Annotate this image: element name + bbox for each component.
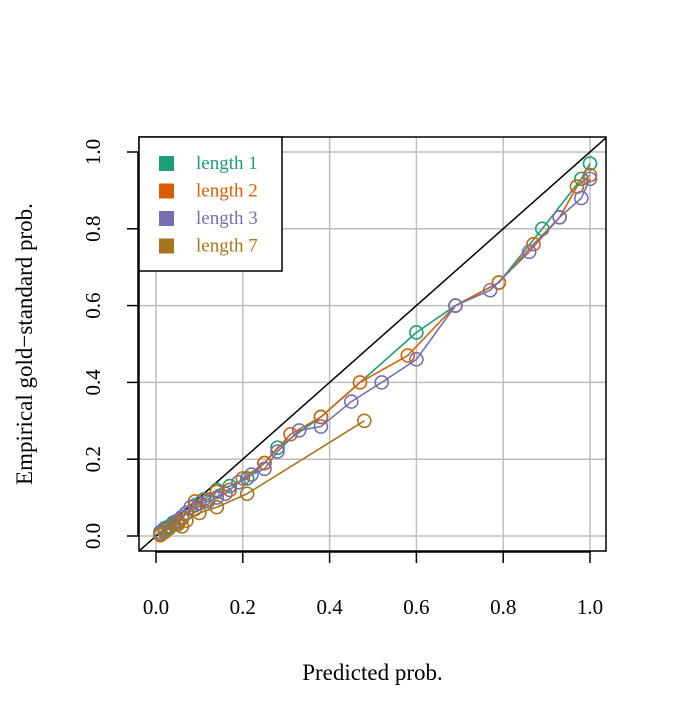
data-point (291, 423, 307, 438)
legend-label: length 1 (196, 153, 258, 174)
legend-swatch (159, 183, 174, 199)
data-point (244, 467, 259, 482)
legend-label: length 2 (196, 181, 258, 202)
data-point (235, 471, 251, 486)
data-point (283, 426, 298, 442)
data-point (313, 409, 329, 425)
data-point (582, 156, 598, 171)
plot-frame (138, 136, 607, 552)
data-point (270, 440, 285, 455)
data-point (374, 375, 389, 390)
series-length-7 (153, 413, 372, 543)
x-tick-label: 1.0 (577, 595, 603, 619)
x-tick-label: 0.2 (230, 595, 256, 619)
data-point (313, 419, 329, 434)
data-point (448, 298, 463, 313)
legend-label: length 3 (196, 208, 258, 229)
data-point (270, 444, 285, 459)
legend: length 1 length 2 length 3 length 7 (138, 136, 283, 272)
y-tick-label: 1.0 (81, 139, 105, 165)
legend-swatch (159, 156, 174, 171)
data-point (157, 524, 172, 540)
x-tick-label: 0.8 (490, 595, 516, 619)
x-tick-label: 0.6 (403, 595, 429, 619)
x-tick-label: 0.4 (316, 595, 343, 619)
data-point (209, 490, 225, 505)
y-tick-label: 0.2 (81, 446, 105, 472)
data-point (582, 167, 598, 183)
series-layer (153, 156, 598, 543)
data-point (482, 282, 498, 298)
data-point (574, 190, 589, 206)
series-line (159, 420, 365, 536)
data-point (174, 509, 190, 525)
y-tick-label: 0.0 (81, 523, 105, 549)
data-point (552, 209, 567, 225)
data-point (409, 325, 424, 340)
data-point (179, 513, 194, 528)
data-point (192, 496, 207, 511)
data-point (192, 505, 207, 521)
y-axis-title: Empirical gold−standard prob. (12, 203, 37, 485)
data-point (343, 394, 359, 409)
data-point (239, 471, 255, 486)
x-tick-label: 0.0 (143, 595, 169, 619)
legend-swatch (159, 211, 174, 226)
data-point (231, 474, 246, 490)
data-point (166, 517, 181, 532)
data-point (400, 348, 416, 363)
data-point (257, 461, 272, 477)
legend-swatch (159, 238, 174, 254)
data-point (222, 482, 238, 498)
data-point (218, 486, 233, 502)
x-axis-title: Predicted prob. (302, 660, 443, 685)
diagonal-reference-line (138, 137, 607, 552)
legend-label: length 7 (196, 236, 258, 257)
y-tick-label: 0.8 (81, 216, 105, 242)
data-point (239, 486, 255, 502)
x-axis: 0.0 0.2 0.4 0.6 0.8 1.0 (143, 551, 603, 619)
data-point (352, 375, 368, 390)
data-point (574, 171, 589, 187)
y-tick-label: 0.6 (81, 292, 105, 318)
data-point (409, 352, 424, 367)
data-point (491, 275, 507, 290)
data-point (526, 236, 541, 252)
series-line (160, 178, 591, 533)
data-point (582, 171, 598, 187)
data-point (357, 413, 372, 429)
y-axis: 0.0 0.2 0.4 0.6 0.8 1.0 (81, 139, 139, 549)
data-point (521, 244, 537, 260)
data-point (209, 499, 225, 515)
data-point (222, 478, 238, 494)
y-tick-label: 0.4 (81, 369, 105, 396)
